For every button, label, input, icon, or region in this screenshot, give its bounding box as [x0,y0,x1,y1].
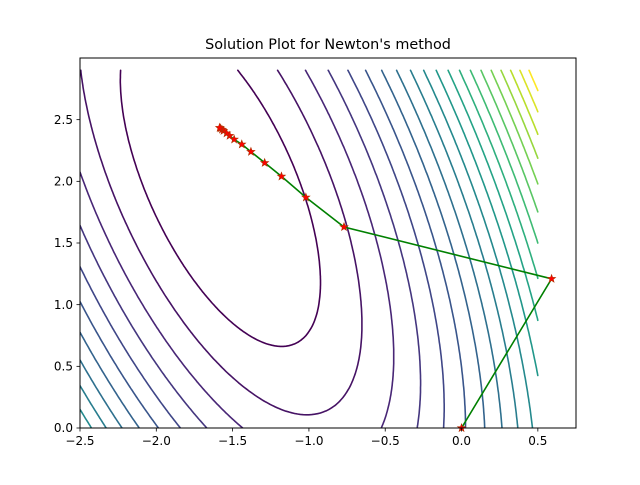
y-tick-label: 2.0 [54,175,73,189]
contour-lines [80,69,539,428]
newton-iterate-marker [339,221,349,232]
y-tick-label: 2.5 [54,113,73,127]
contour-level-19 [519,69,539,113]
x-tick-label: −1.0 [294,434,323,448]
x-tick-label: −1.5 [218,434,247,448]
contour-level-20 [528,69,539,92]
x-tick-label: 0.5 [528,434,547,448]
contour-level-6 [80,69,467,428]
y-tick-label: 1.5 [54,236,73,250]
newton-iterate-marker [546,273,557,283]
x-tick-label: −2.0 [142,434,171,448]
contour-level-2 [80,69,363,416]
chart-title: Solution Plot for Newton's method [205,37,451,53]
contour-level-7 [80,69,486,428]
contour-level-18 [509,69,539,136]
plot-area [80,58,576,428]
contour-level-9 [80,69,519,428]
x-tick-label: 0.0 [452,434,471,448]
contour-level-12 [447,69,539,322]
newton-iterate-marker [246,146,256,156]
contour-level-10 [80,69,534,428]
y-axis: 0.0 0.5 1.0 1.5 2.0 2.5 [54,113,80,435]
contour-level-17 [500,69,539,159]
contour-level-3 [80,69,395,428]
y-tick-label: 0.5 [54,360,73,374]
newton-iterate-marker [214,122,225,132]
newton-iterate-marker [301,192,311,202]
y-tick-label: 0.0 [54,421,73,435]
contour-level-5 [80,69,445,428]
contour-level-13 [458,69,539,280]
contour-level-8 [80,69,503,428]
x-axis: −2.5 −2.0 −1.5 −1.0 −0.5 0.0 0.5 [65,428,547,448]
newton-iterate-marker [259,157,270,167]
newton-iterate-marker [236,139,247,149]
newton-iterate-marker [276,171,287,181]
contour-level-1 [119,69,322,348]
contour-level-16 [490,69,539,185]
x-tick-label: −0.5 [371,434,400,448]
contour-level-15 [480,69,539,213]
x-tick-label: −2.5 [65,434,94,448]
contour-level-14 [469,69,539,244]
y-tick-label: 1.0 [54,298,73,312]
contour-level-11 [435,69,539,377]
